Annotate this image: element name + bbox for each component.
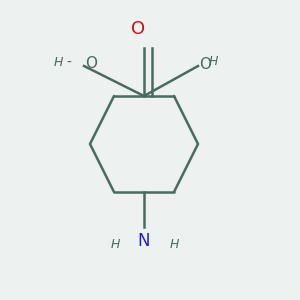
Text: O: O [200,57,211,72]
Text: H: H [208,55,218,68]
Text: O: O [131,20,145,38]
Text: O: O [85,56,98,70]
Text: H: H [54,56,63,70]
Text: N: N [138,232,150,250]
Text: H: H [111,238,120,251]
Text: -: - [66,56,71,70]
Text: H: H [169,238,179,251]
